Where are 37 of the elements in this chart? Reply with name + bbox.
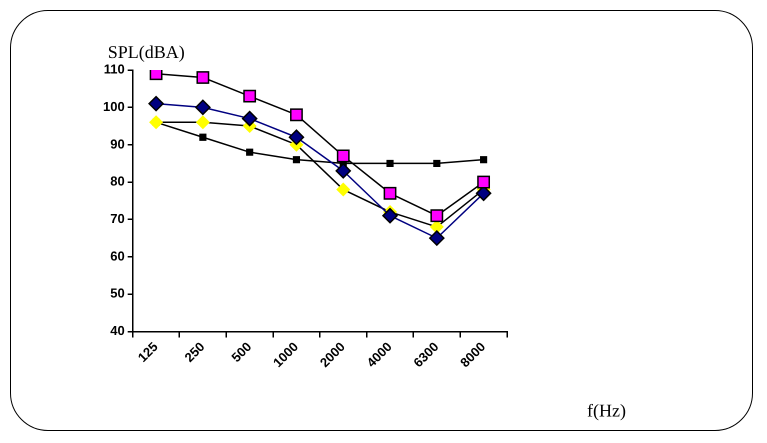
- point: [149, 115, 164, 130]
- point: [433, 160, 440, 167]
- y-tick-label: 50: [110, 286, 125, 301]
- x-tick-label: 250: [182, 339, 208, 366]
- point: [148, 96, 164, 112]
- y-tick-label: 70: [110, 211, 125, 226]
- y-axis-title: SPL(dBA): [108, 42, 185, 62]
- point: [430, 209, 444, 222]
- x-tick-label: 125: [134, 339, 161, 366]
- point: [243, 90, 256, 103]
- point: [335, 163, 351, 179]
- point: [382, 208, 398, 224]
- point: [290, 108, 303, 122]
- point: [242, 110, 258, 126]
- point: [199, 134, 206, 141]
- x-axis-title: f(Hz): [587, 400, 626, 421]
- point: [196, 115, 210, 130]
- y-tick-label: 40: [110, 323, 125, 338]
- point: [386, 160, 394, 167]
- x-tick-label: 500: [228, 339, 254, 366]
- point: [480, 156, 488, 164]
- point: [336, 150, 350, 162]
- point: [246, 148, 254, 156]
- point: [384, 186, 396, 200]
- y-tick-label: 110: [104, 62, 125, 77]
- y-tick-label: 60: [110, 248, 125, 264]
- y-tick-label: 100: [102, 98, 125, 114]
- point: [288, 130, 304, 145]
- point: [196, 71, 210, 84]
- y-tick-label: 80: [110, 174, 125, 189]
- point: [336, 182, 350, 197]
- point: [150, 70, 162, 80]
- y-tick-label: 90: [110, 136, 125, 152]
- point: [477, 176, 490, 188]
- point: [195, 100, 211, 116]
- point: [429, 230, 445, 246]
- point: [292, 156, 300, 164]
